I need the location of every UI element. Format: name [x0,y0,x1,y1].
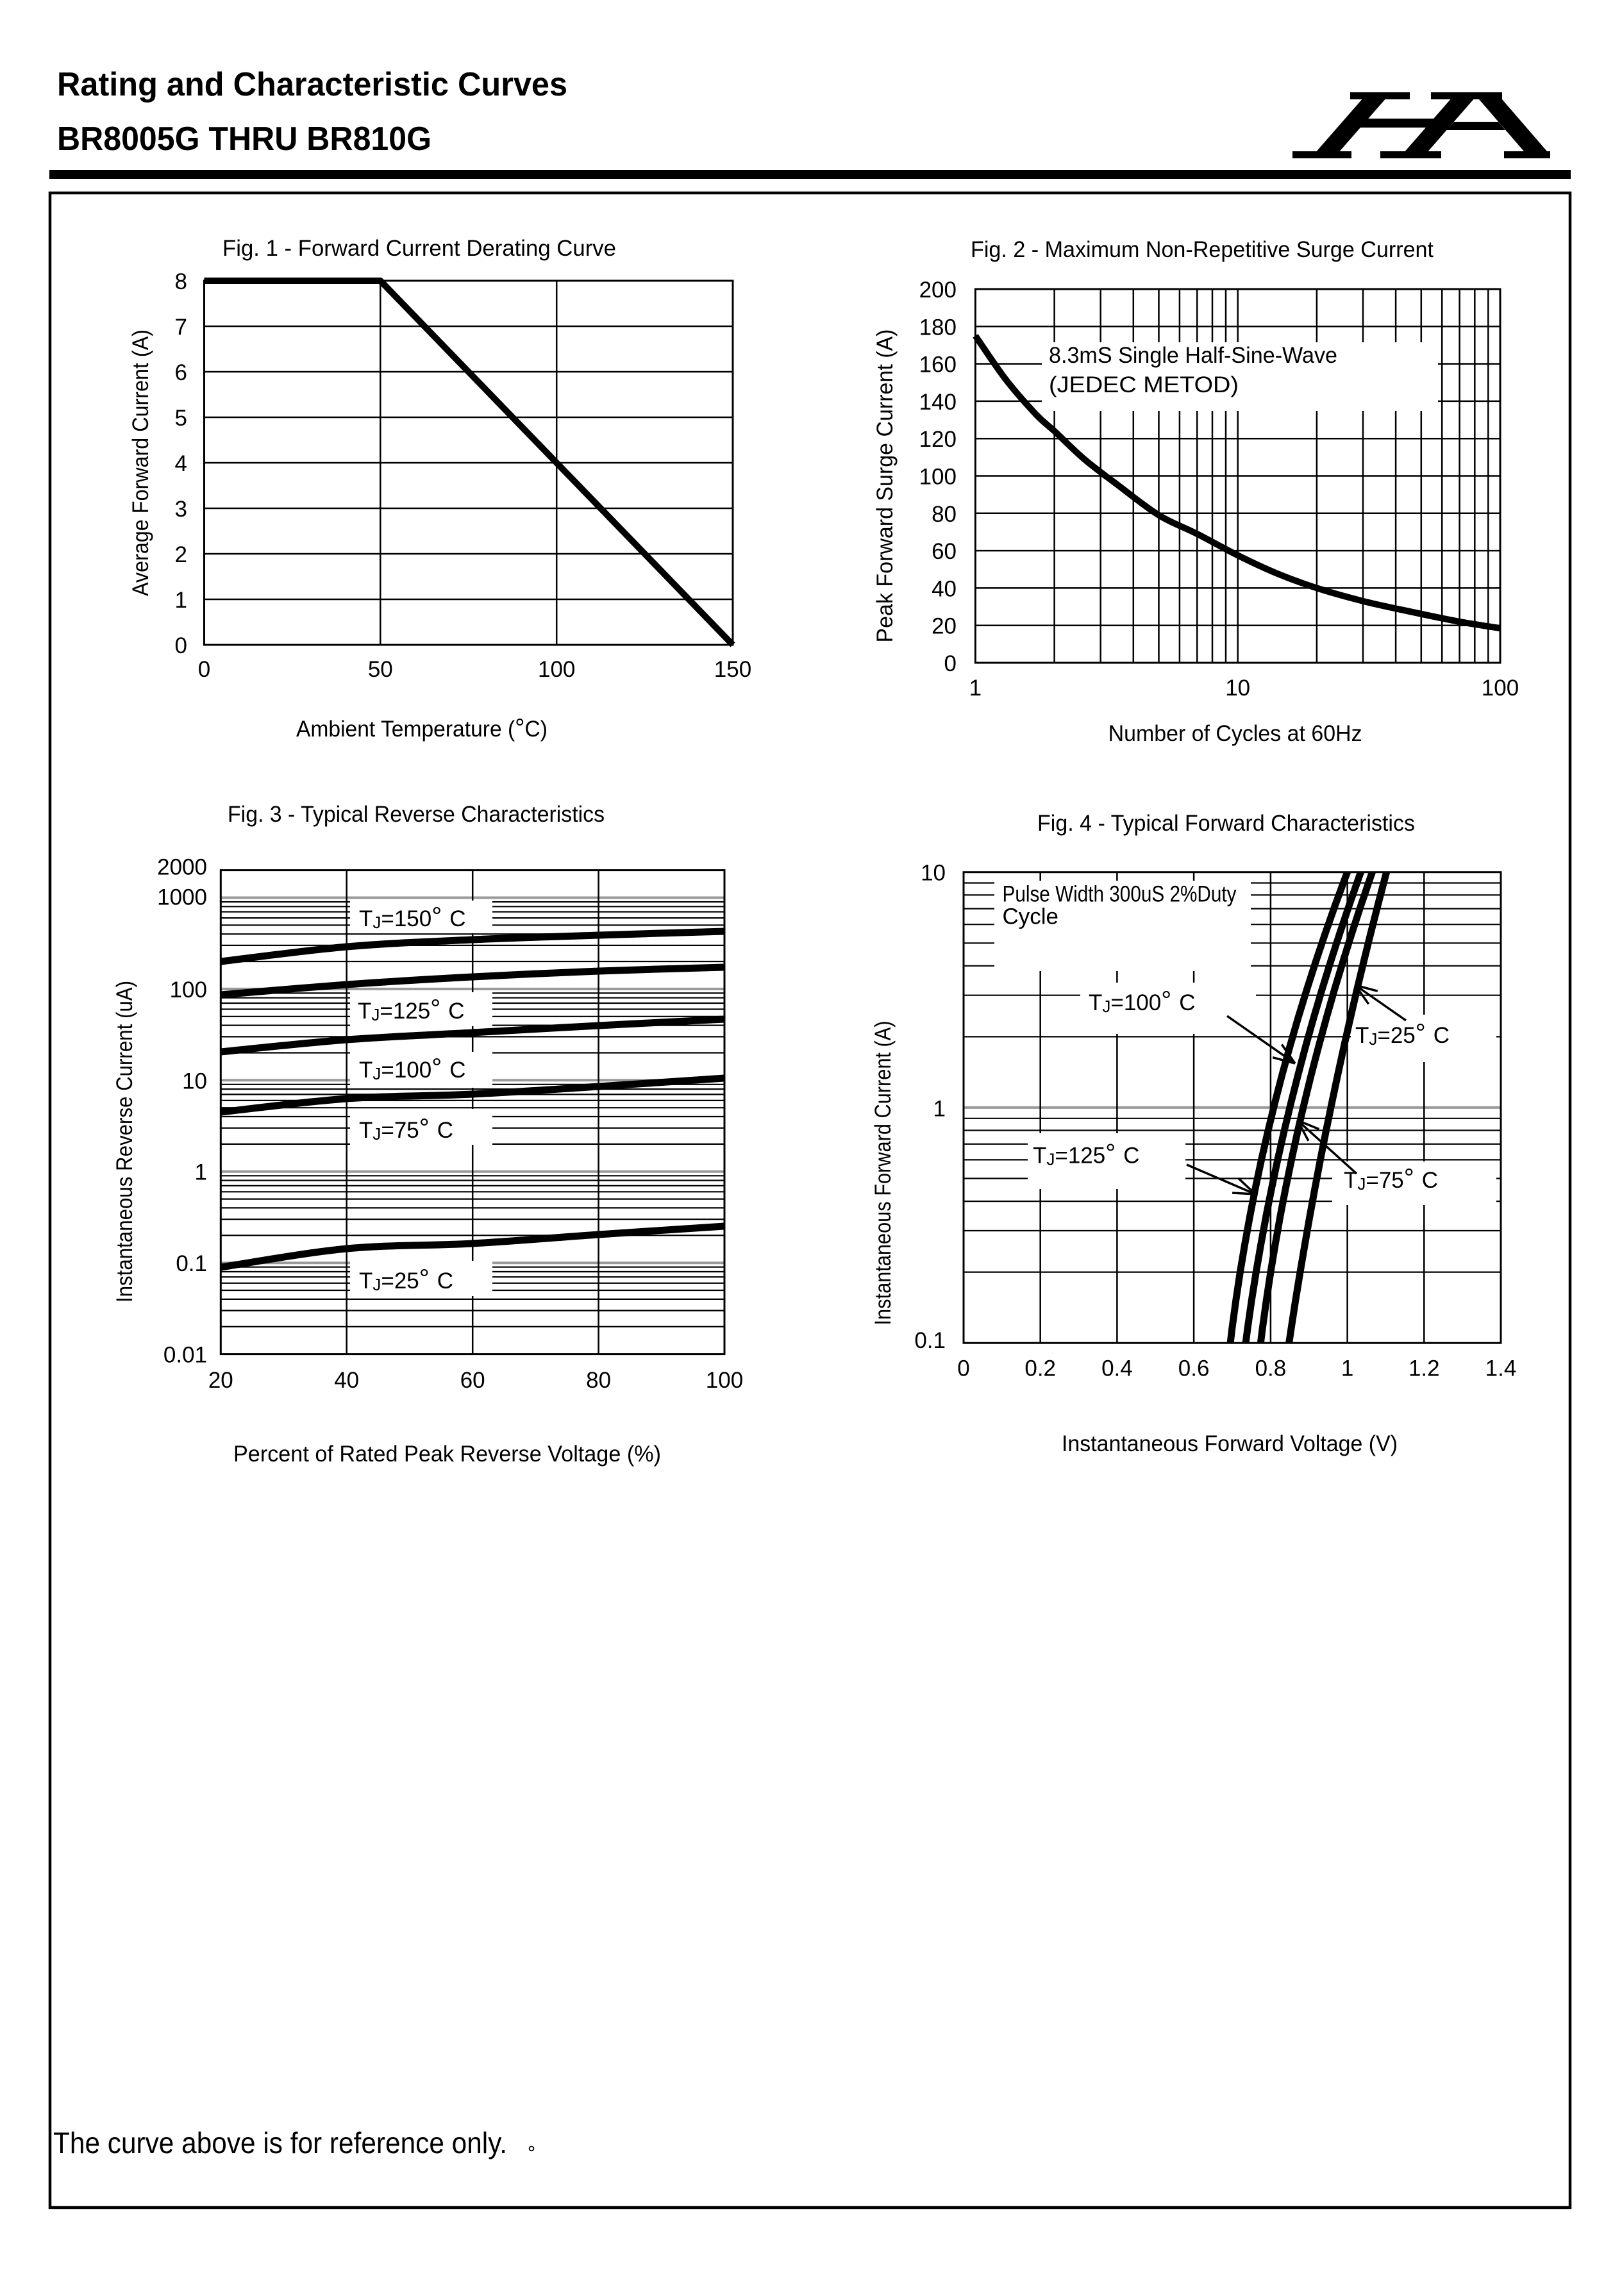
svg-text:0.2: 0.2 [1024,1356,1056,1381]
svg-text:Rating and Characteristic Curv: Rating and Characteristic Curves [57,66,567,103]
svg-text:200: 200 [919,278,957,303]
svg-text:1: 1 [969,676,982,701]
svg-text:100: 100 [706,1368,743,1393]
svg-text:60: 60 [932,539,957,564]
svg-text:180: 180 [919,315,957,340]
svg-text:8: 8 [175,269,187,294]
svg-text:1.4: 1.4 [1485,1356,1517,1381]
svg-text:120: 120 [919,427,957,452]
svg-text:140: 140 [919,390,957,415]
svg-text:80: 80 [932,502,957,527]
svg-text:TJ=25°C: TJ=25° C [1355,1019,1450,1049]
svg-text:Fig. 4 - Typical Forward Chara: Fig. 4 - Typical Forward Characteristics [1037,811,1415,836]
svg-text:0.1: 0.1 [176,1251,207,1276]
svg-text:TJ=100°C: TJ=100° C [359,1054,466,1083]
svg-text:(JEDEC METOD): (JEDEC METOD) [1049,372,1239,397]
svg-text:20: 20 [208,1368,233,1393]
svg-text:6: 6 [175,360,187,385]
svg-text:2000: 2000 [157,855,207,880]
svg-text:1: 1 [1341,1356,1353,1381]
svg-text:0.01: 0.01 [163,1343,207,1368]
svg-text:8.3mS Single Half-Sine-Wave: 8.3mS Single Half-Sine-Wave [1049,343,1337,368]
svg-text:80: 80 [586,1368,611,1393]
svg-text:3: 3 [175,497,187,522]
svg-text:60: 60 [460,1368,485,1393]
svg-text:1.2: 1.2 [1409,1356,1440,1381]
svg-text:Fig. 3 - Typical Reverse Chara: Fig. 3 - Typical Reverse Characteristics [228,802,605,827]
svg-text:160: 160 [919,353,957,378]
svg-text:Peak Forward Surge Current (A): Peak Forward Surge Current (A) [873,329,898,643]
svg-text:0: 0 [198,657,210,682]
svg-text:10: 10 [921,861,946,886]
svg-text:0: 0 [957,1356,969,1381]
svg-text:Instantaneous Reverse Current: Instantaneous Reverse Current (uA) [112,981,137,1302]
svg-text:TJ=75°C: TJ=75° C [1344,1164,1438,1194]
svg-text:100: 100 [538,657,575,682]
svg-text:Fig. 2 - Maximum Non-Repetitiv: Fig. 2 - Maximum Non-Repetitive Surge Cu… [971,237,1434,262]
svg-text:1: 1 [175,588,187,613]
svg-text:Instantaneous Forward Voltage: Instantaneous Forward Voltage (V) [1062,1431,1398,1456]
svg-text:40: 40 [334,1368,359,1393]
svg-text:Pulse Width 300uS 2%Duty: Pulse Width 300uS 2%Duty [1003,882,1237,907]
svg-text:100: 100 [170,977,207,1002]
svg-text:50: 50 [368,657,393,682]
svg-text:1: 1 [195,1160,207,1185]
svg-text:1000: 1000 [157,885,207,910]
svg-text:40: 40 [932,576,957,601]
svg-text:Average Forward Current (A): Average Forward Current (A) [128,329,153,596]
svg-text:TJ=25°C: TJ=25° C [359,1265,453,1294]
svg-text:BR8005G THRU BR810G: BR8005G THRU BR810G [57,121,431,158]
svg-text:Percent of Rated Peak Reverse: Percent of Rated Peak Reverse Voltage (%… [233,1442,661,1467]
svg-text:Ambient Temperature (°C): Ambient Temperature (°C) [296,714,548,742]
svg-text:0: 0 [944,651,957,676]
svg-text:Cycle: Cycle [1003,904,1059,929]
svg-text:0.6: 0.6 [1178,1356,1210,1381]
svg-text:Fig. 1 - Forward Current Derat: Fig. 1 - Forward Current Derating Curve [222,236,616,261]
svg-text:7: 7 [175,315,187,340]
svg-text:5: 5 [175,406,187,431]
svg-text:2: 2 [175,542,187,567]
svg-text:0.4: 0.4 [1101,1356,1133,1381]
svg-text:0.1: 0.1 [914,1328,946,1353]
svg-text:Instantaneous Forward Current: Instantaneous Forward Current (A) [871,1021,896,1326]
svg-text:0.8: 0.8 [1255,1356,1287,1381]
svg-text:150: 150 [714,657,751,682]
svg-text:10: 10 [182,1069,207,1094]
svg-text:100: 100 [1482,676,1519,701]
svg-text:The curve above is for referen: The curve above is for reference only. [53,2126,507,2159]
svg-text:100: 100 [919,465,957,490]
svg-text:1: 1 [933,1097,946,1122]
svg-text:Number of Cycles at 60Hz: Number of Cycles at 60Hz [1108,721,1362,746]
svg-text:0: 0 [175,633,187,658]
svg-text:4: 4 [175,451,187,476]
svg-text:10: 10 [1225,676,1250,701]
svg-text:20: 20 [932,614,957,639]
